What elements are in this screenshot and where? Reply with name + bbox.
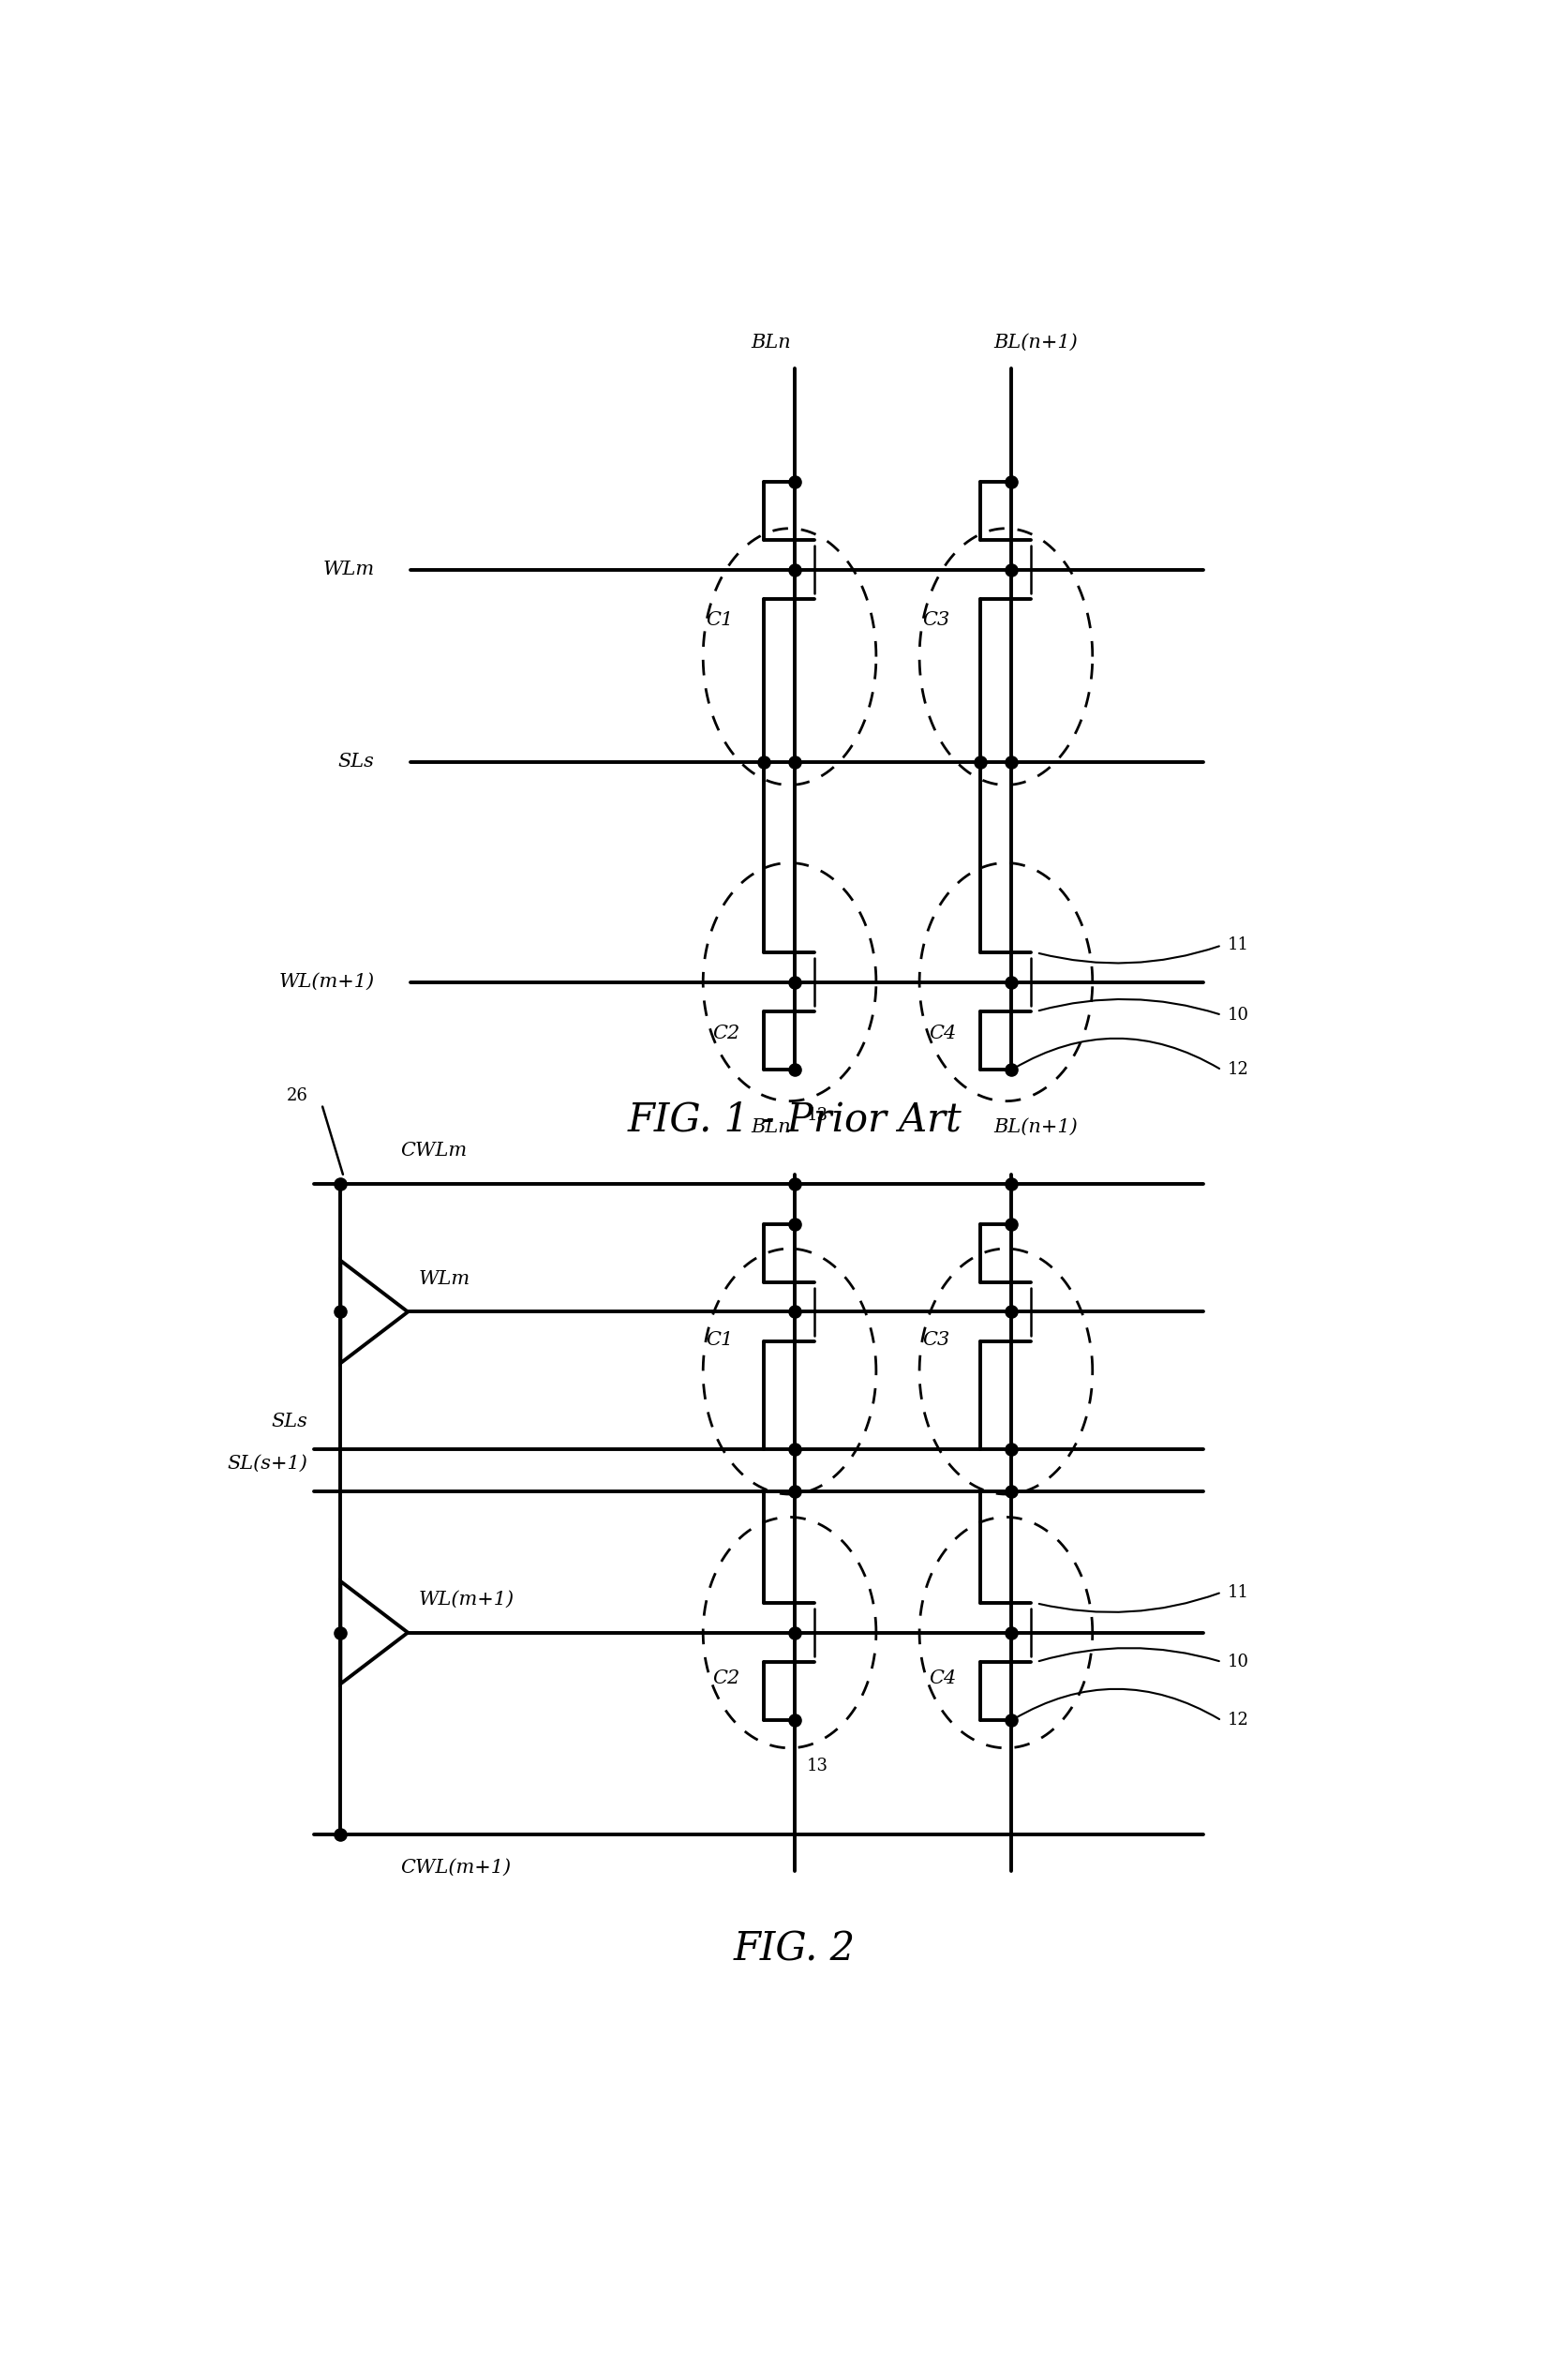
Point [999, 550, 1024, 588]
Point [782, 1292, 807, 1330]
Text: 13: 13 [807, 1759, 828, 1775]
Point [782, 1614, 807, 1652]
Text: C1: C1 [706, 1330, 734, 1349]
Point [999, 964, 1024, 1002]
Point [329, 1164, 354, 1202]
Text: FIG. 2: FIG. 2 [734, 1930, 856, 1968]
Text: SL(s+1): SL(s+1) [228, 1454, 309, 1473]
Point [782, 550, 807, 588]
Text: 10: 10 [1228, 1007, 1249, 1023]
Point [999, 1702, 1024, 1740]
Point [782, 1164, 807, 1202]
Text: WLm: WLm [323, 562, 374, 578]
Text: 12: 12 [1228, 1061, 1249, 1078]
Point [999, 1473, 1024, 1511]
Point [329, 1614, 354, 1652]
Text: 26: 26 [287, 1088, 307, 1104]
Text: 13: 13 [807, 1107, 828, 1123]
Point [968, 743, 993, 781]
Point [999, 1204, 1024, 1242]
Text: WLm: WLm [419, 1271, 470, 1288]
Text: C3: C3 [923, 1330, 949, 1349]
Point [999, 1052, 1024, 1090]
Text: 11: 11 [1228, 938, 1249, 954]
Point [782, 743, 807, 781]
Text: CWL(m+1): CWL(m+1) [400, 1859, 512, 1875]
Text: CWLm: CWLm [400, 1142, 467, 1159]
Point [782, 1473, 807, 1511]
Text: C4: C4 [929, 1023, 955, 1042]
Text: C2: C2 [712, 1668, 740, 1687]
Point [782, 462, 807, 500]
Point [999, 1430, 1024, 1468]
Text: FIG. 1 - Prior Art: FIG. 1 - Prior Art [628, 1100, 962, 1140]
Point [999, 743, 1024, 781]
Point [782, 964, 807, 1002]
Point [782, 1052, 807, 1090]
Point [999, 1614, 1024, 1652]
Point [782, 1430, 807, 1468]
Text: 10: 10 [1228, 1654, 1249, 1671]
Text: C4: C4 [929, 1668, 955, 1687]
Text: BL(n+1): BL(n+1) [993, 333, 1078, 352]
Text: C3: C3 [923, 612, 949, 628]
Point [329, 1292, 354, 1330]
Point [329, 1816, 354, 1854]
Text: SLs: SLs [271, 1414, 309, 1430]
Text: SLs: SLs [338, 752, 374, 771]
Point [782, 1702, 807, 1740]
Text: 12: 12 [1228, 1711, 1249, 1728]
Text: WL(m+1): WL(m+1) [419, 1590, 515, 1609]
Text: WL(m+1): WL(m+1) [279, 973, 374, 990]
Text: BL(n+1): BL(n+1) [993, 1119, 1078, 1135]
Text: C2: C2 [712, 1023, 740, 1042]
Point [751, 743, 776, 781]
Point [782, 1204, 807, 1242]
Point [999, 1164, 1024, 1202]
Text: C1: C1 [706, 612, 734, 628]
Text: BLn: BLn [751, 1119, 791, 1135]
Point [999, 462, 1024, 500]
Text: 11: 11 [1228, 1583, 1249, 1602]
Point [999, 1292, 1024, 1330]
Text: BLn: BLn [751, 333, 791, 352]
